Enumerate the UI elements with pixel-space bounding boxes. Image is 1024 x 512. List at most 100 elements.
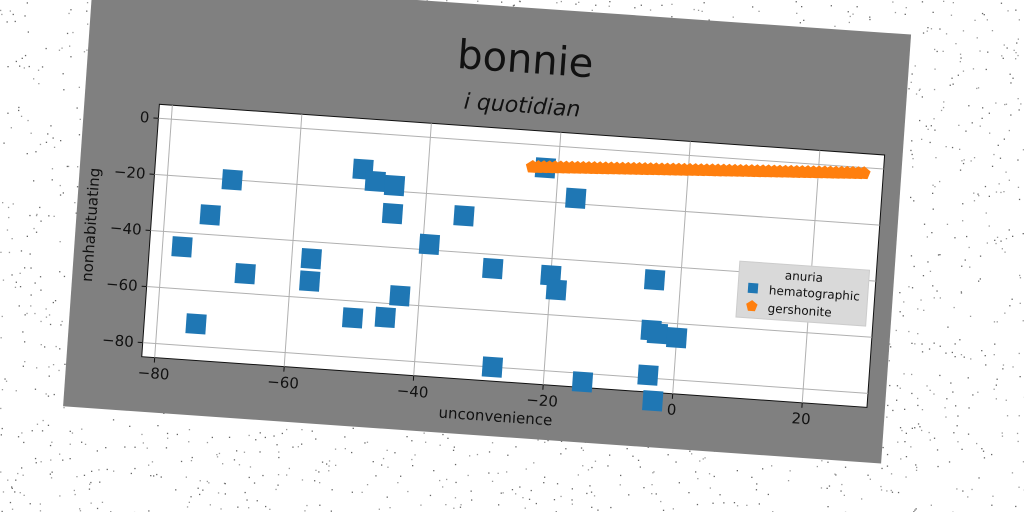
noise-dot [1, 389, 4, 391]
noise-dot [1017, 98, 1019, 100]
legend-label-gershonite: gershonite [767, 301, 832, 319]
noise-dot [351, 491, 353, 493]
noise-dot [696, 503, 699, 506]
x-tick-label: 0 [666, 400, 677, 419]
noise-dot [881, 467, 883, 470]
y-tick-label: 0 [139, 108, 150, 127]
noise-dot [83, 474, 86, 476]
noise-dot [960, 291, 962, 293]
noise-dot [922, 32, 925, 34]
noise-dot [1002, 368, 1004, 370]
noise-dot [1018, 486, 1020, 488]
noise-dot [507, 454, 509, 456]
noise-dot [513, 4, 515, 6]
noise-dot [19, 65, 21, 67]
noise-dot [827, 506, 829, 508]
noise-dot [40, 320, 42, 323]
noise-dot [186, 506, 189, 508]
noise-dot [908, 330, 910, 333]
noise-dot [944, 407, 946, 409]
noise-dot [580, 447, 583, 449]
noise-dot [501, 1, 503, 3]
noise-dot [35, 214, 38, 217]
noise-dot [926, 236, 928, 238]
noise-dot [993, 354, 995, 356]
noise-dot [381, 464, 383, 466]
noise-dot [932, 285, 934, 287]
noise-dot [921, 343, 923, 345]
noise-dot [899, 387, 901, 389]
data-markers [171, 157, 871, 412]
scatter-point-hematographic [646, 322, 669, 345]
noise-dot [304, 510, 306, 512]
noise-dot [608, 5, 610, 7]
noise-dot [1022, 233, 1024, 235]
noise-dot [22, 331, 24, 333]
noise-dot [560, 453, 562, 455]
noise-dot [30, 132, 32, 134]
noise-dot [655, 493, 657, 495]
noise-dot [78, 86, 80, 88]
noise-dot [595, 4, 597, 6]
noise-dot [981, 117, 983, 119]
noise-dot [971, 122, 973, 124]
noise-dot [8, 251, 11, 254]
noise-dot [106, 468, 108, 471]
noise-dot [981, 12, 984, 15]
noise-dot [919, 88, 921, 90]
noise-dot [834, 25, 836, 27]
noise-dot [1003, 138, 1005, 140]
noise-dot [6, 21, 8, 23]
noise-dot [590, 491, 593, 493]
noise-dot [994, 239, 996, 241]
noise-dot [977, 87, 980, 89]
noise-dot [908, 88, 910, 90]
noise-dot [957, 441, 959, 443]
noise-dot [248, 476, 250, 479]
noise-dot [62, 192, 64, 194]
noise-dot [910, 196, 912, 199]
noise-dot [899, 292, 901, 294]
noise-dot [795, 1, 797, 3]
noise-dot [21, 467, 23, 469]
noise-dot [96, 450, 98, 452]
noise-dot [640, 4, 642, 6]
noise-dot [910, 446, 912, 448]
scatter-point-hematographic [545, 279, 567, 301]
noise-dot [91, 470, 93, 472]
noise-dot [52, 364, 55, 366]
noise-dot [314, 480, 316, 482]
noise-dot [21, 57, 23, 59]
noise-dot [525, 468, 527, 470]
noise-dot [966, 235, 968, 238]
noise-dot [660, 500, 662, 503]
noise-dot [945, 33, 948, 35]
noise-dot [1004, 103, 1006, 106]
noise-dot [160, 476, 162, 478]
noise-dot [244, 491, 246, 494]
noise-dot [988, 112, 990, 114]
noise-dot [927, 261, 929, 263]
noise-dot [910, 255, 913, 257]
noise-dot [697, 478, 699, 480]
noise-dot [442, 486, 444, 488]
noise-dot [758, 503, 760, 505]
noise-dot [958, 124, 960, 126]
noise-dot [129, 425, 131, 427]
noise-dot [933, 342, 935, 344]
noise-dot [1016, 42, 1018, 44]
noise-dot [928, 431, 930, 434]
noise-dot [352, 427, 354, 429]
noise-dot [1003, 191, 1005, 193]
noise-dot [37, 69, 40, 71]
noise-dot [246, 499, 248, 501]
noise-dot [697, 9, 700, 11]
legend-marker-hematographic [747, 282, 759, 294]
noise-dot [746, 504, 748, 506]
noise-dot [278, 456, 280, 459]
noise-dot [366, 441, 369, 443]
noise-dot [693, 8, 695, 11]
noise-dot [905, 7, 907, 9]
noise-dot [712, 502, 714, 504]
noise-dot [148, 464, 150, 466]
